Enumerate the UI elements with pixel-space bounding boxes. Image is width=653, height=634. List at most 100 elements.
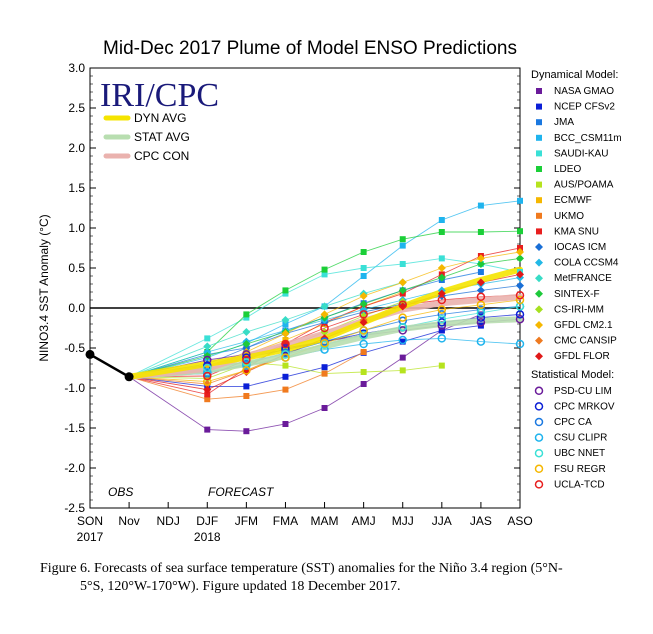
legend-label-ucla-tcd: UCLA-TCD xyxy=(554,479,605,490)
point-nasa-gmao-mam xyxy=(321,405,328,411)
point-psd-cu-lim-djf xyxy=(203,355,212,365)
point-aus-poama-amj xyxy=(360,369,367,375)
point-csu-clipr-djf xyxy=(203,367,212,377)
point-ucla-tcd-fma xyxy=(281,339,290,349)
point-fsu-regr-jfm xyxy=(242,366,251,375)
legend-label-fsu-regr: FSU REGR xyxy=(554,464,606,475)
x-tick-label-jja: JJA xyxy=(432,514,452,528)
point-saudi-kau-jja xyxy=(438,255,445,262)
point-psd-cu-lim-jas xyxy=(476,318,486,327)
legend-statistical-title: Statistical Model: xyxy=(531,369,614,381)
point-sintex-f-jas xyxy=(476,260,485,268)
legend-label-cola-ccsm4: COLA CCSM4 xyxy=(554,258,619,269)
point-ncep-cfsv2-fma xyxy=(282,373,289,380)
legend-marker-gfdl-cm2-1 xyxy=(535,321,543,329)
point-sintex-f-amj xyxy=(359,300,368,308)
point-ukmo-djf xyxy=(204,396,211,403)
point-fsu-regr-fma xyxy=(281,353,290,362)
avg-legend-label-stat-avg: STAT AVG xyxy=(134,130,190,144)
legend-marker-aus-poama xyxy=(536,181,542,188)
y-tick-label: 0.5 xyxy=(68,261,85,275)
point-gfdl-flor-amj xyxy=(359,318,368,327)
point-metfrance-jfm xyxy=(242,328,251,336)
point-ldeo-jfm xyxy=(243,311,250,318)
caption-line-1: Figure 6. Forecasts of sea surface tempe… xyxy=(40,561,563,576)
point-fsu-regr-aso xyxy=(515,295,525,305)
x-tick-label-mjj: MJJ xyxy=(392,514,414,528)
point-csu-clipr-mjj xyxy=(398,335,407,345)
y-axis: 3.0 2.5 2.0 1.5 1.0 0.5 0.0 -0.5 -1.0 -1.5 -2.0 -2.… xyxy=(64,61,520,515)
legend-label-jma: JMA xyxy=(554,117,574,128)
point-bcc-csm11m-mjj xyxy=(399,242,406,249)
point-iocas-icm-jas xyxy=(476,286,485,295)
avg-legend-label-cpc-con: CPC CON xyxy=(134,149,189,163)
caption-line-2: 5°S, 120°W-170°W). Figure updated 18 Dec… xyxy=(80,579,401,594)
legend-marker-ucla-tcd xyxy=(534,480,544,489)
legend-label-ukmo: UKMO xyxy=(554,211,584,222)
point-gfdl-cm2-1-fma xyxy=(281,329,290,338)
avg-line-stat-avg xyxy=(126,316,523,380)
chart-title: Mid-Dec 2017 Plume of Model ENSO Predict… xyxy=(103,38,517,59)
legend-marker-cmc-cansip xyxy=(535,336,543,345)
legend-marker-nasa-gmao xyxy=(536,88,542,94)
x-tick-label-son: SON xyxy=(77,514,103,528)
point-aus-poama-fma xyxy=(282,362,289,369)
point-fsu-regr-jas xyxy=(476,300,486,310)
y-tick-label: 2.0 xyxy=(68,141,85,155)
point-aus-poama-mjj xyxy=(399,367,406,374)
point-csu-clipr-amj xyxy=(359,339,368,349)
obs-label: OBS xyxy=(108,485,133,499)
point-ukmo-jfm xyxy=(243,393,250,399)
obs-point-son xyxy=(85,349,95,359)
x-tick-label-jfm: JFM xyxy=(235,514,258,528)
y-tick-label: 3.0 xyxy=(68,61,85,75)
legend-marker-csu-clipr xyxy=(534,433,544,442)
point-gfdl-flor-jja xyxy=(437,289,446,298)
point-ldeo-aso xyxy=(517,228,523,235)
point-saudi-kau-mam xyxy=(321,271,328,278)
point-ubc-nnet-mjj xyxy=(398,322,407,332)
point-cpc-mrkov-fma xyxy=(281,345,290,354)
point-sintex-f-jja xyxy=(437,273,446,282)
point-gfdl-cm2-1-amj xyxy=(359,292,368,300)
point-cmc-cansip-djf xyxy=(203,380,212,388)
point-gfdl-flor-aso xyxy=(516,270,524,279)
y-tick-label: -1.0 xyxy=(64,381,85,395)
point-bcc-csm11m-aso xyxy=(517,197,523,204)
point-ucla-tcd-djf xyxy=(203,371,212,381)
point-cpc-ca-jja xyxy=(437,310,447,319)
x-tick-label-jas: JAS xyxy=(470,514,492,528)
average-lines xyxy=(126,266,523,380)
legend-marker-cs-iri-mm xyxy=(535,305,543,314)
point-fsu-regr-mam xyxy=(320,338,329,348)
point-ucla-tcd-mam xyxy=(320,323,329,333)
legend-marker-jma xyxy=(536,119,542,126)
point-fsu-regr-amj xyxy=(359,326,368,335)
point-ukmo-mam xyxy=(321,370,328,377)
avg-line-dyn-avg xyxy=(126,266,523,380)
point-gfdl-cm2-1-aso xyxy=(516,248,524,256)
y-tick-label: 0.0 xyxy=(68,301,85,315)
point-gfdl-flor-jas xyxy=(476,278,485,287)
legend-marker-sintex-f xyxy=(535,289,543,298)
y-tick-label: 1.5 xyxy=(68,181,85,195)
point-bcc-csm11m-jas xyxy=(477,202,484,209)
point-nasa-gmao-mjj xyxy=(399,354,406,361)
point-bcc-csm11m-jja xyxy=(438,217,445,223)
point-saudi-kau-mjj xyxy=(399,261,406,267)
point-ukmo-fma xyxy=(282,386,289,393)
iri-cpc-logo: IRI/CPC xyxy=(100,77,219,114)
legend-label-sintex-f: SINTEX-F xyxy=(554,289,600,300)
legend-marker-cpc-ca xyxy=(534,417,544,427)
forecast-label: FORECAST xyxy=(208,485,275,499)
point-kma-snu-djf xyxy=(204,391,211,398)
point-fsu-regr-mjj xyxy=(398,313,407,322)
point-cpc-mrkov-jja xyxy=(437,318,447,327)
legend-marker-ecmwf xyxy=(536,197,542,204)
legend-label-csu-clipr: CSU CLIPR xyxy=(554,433,607,444)
point-csu-clipr-jja xyxy=(437,334,447,343)
y-tick-label: -2.5 xyxy=(64,501,85,515)
point-gfdl-cm2-1-jja xyxy=(437,264,446,272)
forecast-markers xyxy=(203,197,525,435)
line-fsu-regr xyxy=(129,299,521,383)
